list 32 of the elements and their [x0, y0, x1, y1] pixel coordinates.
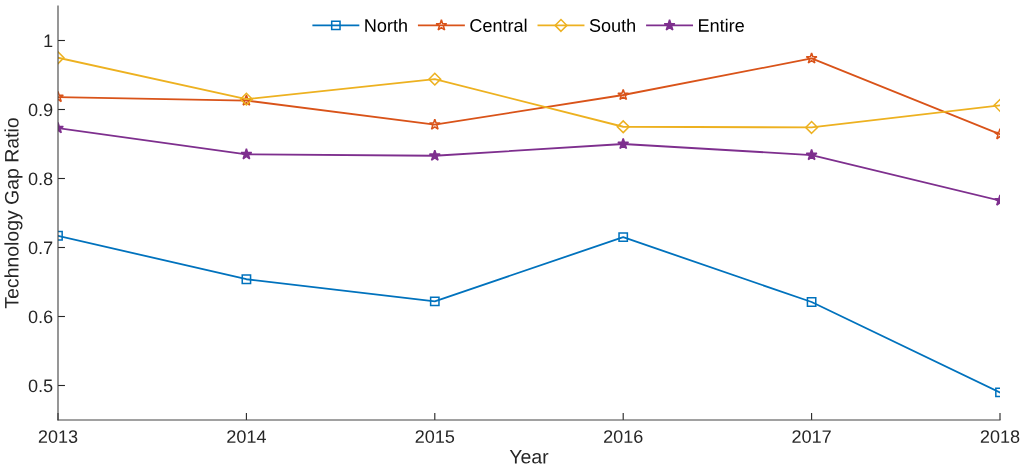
point: [804, 120, 819, 135]
y-tick-label: 0.9: [28, 103, 53, 117]
point: [428, 118, 441, 130]
point: [618, 232, 629, 243]
point: [429, 296, 440, 307]
x-tick-label: 2018: [980, 430, 1020, 443]
point: [617, 137, 630, 150]
legend-label: North: [365, 18, 407, 32]
point: [428, 72, 442, 86]
y-tick-label: 1: [44, 34, 53, 48]
point: [241, 274, 252, 285]
x-tick-label: 2015: [415, 430, 455, 443]
point: [805, 52, 818, 64]
y-tick-label: 0.6: [28, 310, 53, 324]
point: [806, 297, 817, 307]
legend-label: Entire: [699, 18, 744, 32]
point: [617, 88, 630, 101]
x-axis-title: Year: [509, 450, 549, 464]
y-tick-label: 0.8: [28, 172, 53, 186]
point: [805, 148, 818, 161]
point: [428, 149, 441, 161]
x-tick-label: 2013: [38, 430, 78, 443]
x-tick-label: 2016: [604, 430, 643, 443]
point: [616, 120, 630, 134]
y-axis-title: Technology Gap Ratio: [4, 118, 23, 309]
legend-label: Central: [470, 18, 527, 32]
legend-label: South: [589, 18, 635, 32]
point: [240, 148, 253, 160]
y-tick-label: 0.5: [28, 379, 53, 393]
y-tick-label: 0.7: [28, 241, 53, 255]
x-tick-label: 2017: [792, 430, 831, 443]
x-tick-label: 2014: [227, 430, 266, 443]
